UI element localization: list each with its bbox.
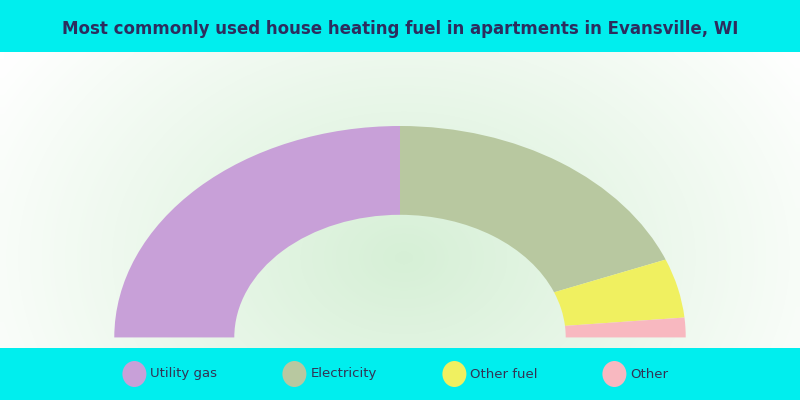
Wedge shape <box>554 260 685 326</box>
Ellipse shape <box>122 361 146 387</box>
Ellipse shape <box>602 361 626 387</box>
Wedge shape <box>114 126 400 338</box>
Text: Utility gas: Utility gas <box>150 368 218 380</box>
Text: Other: Other <box>630 368 669 380</box>
Wedge shape <box>565 318 686 338</box>
Text: Other fuel: Other fuel <box>470 368 538 380</box>
Text: Electricity: Electricity <box>310 368 377 380</box>
Text: Most commonly used house heating fuel in apartments in Evansville, WI: Most commonly used house heating fuel in… <box>62 20 738 38</box>
Ellipse shape <box>282 361 306 387</box>
Wedge shape <box>400 126 666 292</box>
Ellipse shape <box>442 361 466 387</box>
